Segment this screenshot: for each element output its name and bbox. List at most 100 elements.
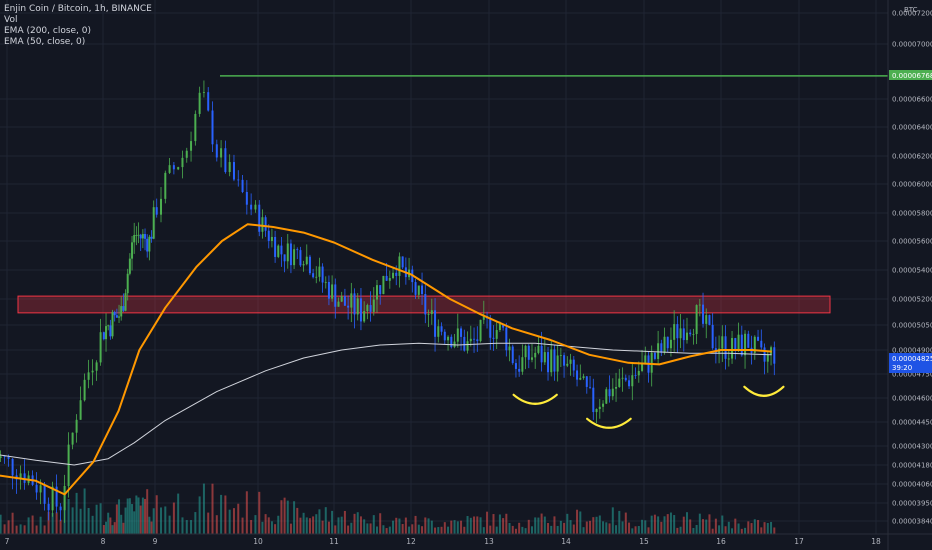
candle-body <box>133 235 136 243</box>
volume-indicator-label[interactable]: Vol <box>4 15 18 25</box>
volume-bar <box>398 518 401 534</box>
volume-bar <box>194 512 197 534</box>
volume-bar <box>237 503 240 534</box>
y-tick-label: 0.00003840 <box>892 518 932 526</box>
candle-body <box>682 328 685 341</box>
volume-bar <box>131 504 134 534</box>
ema50-indicator-label[interactable]: EMA (50, close, 0) <box>4 37 86 47</box>
volume-bar <box>421 526 424 534</box>
cup-arc <box>743 385 785 397</box>
volume-bar <box>508 522 511 534</box>
volume-bar <box>277 515 280 534</box>
volume-bar <box>146 489 149 534</box>
volume-bar <box>113 522 116 534</box>
volume-bar <box>682 516 685 534</box>
candle-body <box>321 266 324 283</box>
candle-body <box>105 326 108 340</box>
cup-annotations <box>512 385 785 429</box>
volume-bar <box>714 518 717 534</box>
volume-bar <box>721 515 724 534</box>
volume-bar <box>375 526 378 534</box>
volume-bar <box>118 499 121 534</box>
candle-body <box>382 275 385 295</box>
ema50-line <box>0 223 772 496</box>
volume-bar <box>469 517 472 534</box>
volume-bar <box>379 513 382 534</box>
y-tick-label: 0.00005600 <box>892 238 932 246</box>
volume-bar <box>137 497 140 534</box>
volume-bar <box>258 491 261 534</box>
x-tick-label: 17 <box>794 537 804 546</box>
candle-body <box>334 284 337 307</box>
candle-body <box>139 234 142 239</box>
y-tick-label: 0.00006600 <box>892 96 932 104</box>
y-tick-label: 0.00005400 <box>892 267 932 275</box>
volume-bar <box>740 528 743 534</box>
candle-body <box>708 315 711 325</box>
candle-body <box>350 293 353 308</box>
candle-body <box>685 332 688 341</box>
candle-countdown-text: 39:20 <box>892 364 912 372</box>
volume-bar <box>168 515 171 534</box>
candle-body <box>773 347 776 364</box>
candle-body <box>366 305 369 312</box>
volume-bar <box>773 527 776 534</box>
candle-body <box>131 242 134 259</box>
volume-bar <box>692 527 695 534</box>
volume-bar <box>139 505 142 534</box>
volume-bar <box>766 522 769 534</box>
candle-body <box>598 406 601 410</box>
y-tick-label: 0.00006000 <box>892 181 932 189</box>
volume-bar <box>120 514 123 534</box>
volume-bar <box>731 528 734 534</box>
symbol-title[interactable]: Enjin Coin / Bitcoin, 1h, BINANCE <box>4 4 152 14</box>
candle-body <box>695 305 698 335</box>
candle-body <box>164 172 167 199</box>
candle-body <box>479 319 482 342</box>
volume-bar <box>141 497 144 534</box>
candle-body <box>595 409 598 413</box>
volume-bar <box>220 494 223 534</box>
candle-body <box>521 357 524 372</box>
volume-bar <box>408 526 411 534</box>
candle-body <box>299 250 302 266</box>
ema200-indicator-label[interactable]: EMA (200, close, 0) <box>4 26 92 36</box>
candle-body <box>611 388 614 397</box>
volume-bar <box>543 516 546 534</box>
candle-body <box>211 110 214 145</box>
volume-bar <box>547 523 550 534</box>
volume-bar <box>270 521 273 534</box>
candle-body <box>514 363 517 369</box>
volume-bar <box>264 514 267 534</box>
volume-bar <box>302 512 305 534</box>
volume-bar <box>589 520 592 534</box>
candle-body <box>250 204 253 210</box>
candle-body <box>109 325 112 337</box>
volume-bar <box>245 491 248 534</box>
candle-body <box>245 191 248 205</box>
volume-bar <box>232 508 235 534</box>
volume-bar <box>15 525 18 534</box>
volume-bar <box>411 524 414 534</box>
volume-bar <box>241 517 244 534</box>
candle-body <box>608 389 611 397</box>
candle-body <box>534 352 537 358</box>
volume-bar <box>59 519 62 534</box>
candle-body <box>185 150 188 158</box>
price-tags: 0.00006768 0.00004825 39:20 <box>889 70 932 373</box>
candle-body <box>122 306 125 311</box>
candle-body <box>734 338 737 352</box>
candle-body <box>87 372 90 380</box>
candle-body <box>530 357 533 360</box>
volume-bar <box>385 528 388 534</box>
volume-bar <box>498 514 501 534</box>
candle-body <box>711 324 714 349</box>
x-tick-label: 8 <box>101 537 106 546</box>
volume-bar <box>727 521 730 534</box>
candle-body <box>602 403 605 407</box>
volume-bar <box>324 507 327 534</box>
volume-bar <box>164 506 167 534</box>
candle-body <box>605 389 608 404</box>
volume-bar <box>579 511 582 534</box>
